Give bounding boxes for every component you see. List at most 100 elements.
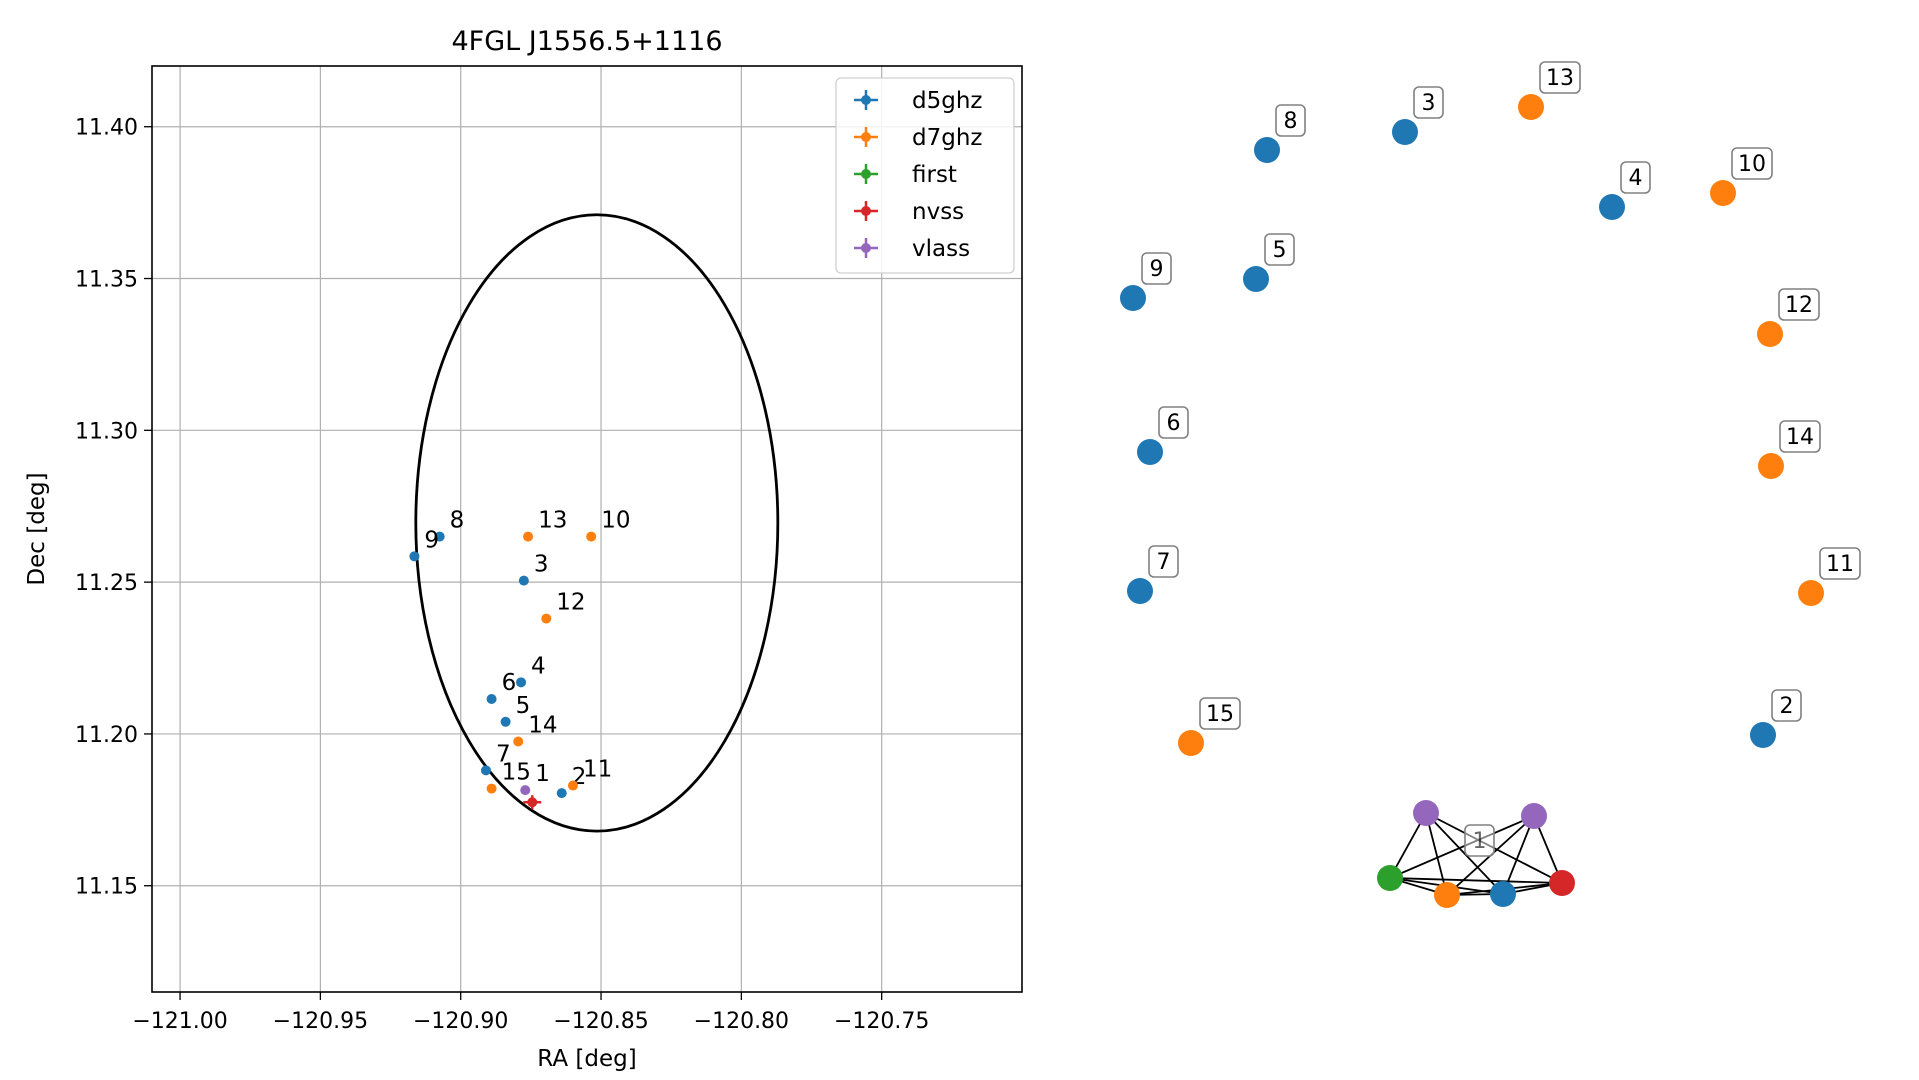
axis-ticks: −121.00 −120.95 −120.90 −120.85 −120.80 −120.… — [75, 116, 929, 1034]
data-point-d7ghz: 12 — [541, 590, 586, 624]
y-tick-label: 11.40 — [75, 116, 138, 141]
point-label: 10 — [601, 508, 630, 534]
x-tick-label: −120.75 — [834, 1009, 929, 1034]
point-label: 13 — [538, 508, 567, 534]
data-point-d5ghz: 7 — [480, 741, 511, 776]
network-node: 7 — [1127, 545, 1179, 604]
node-marker — [1757, 321, 1783, 347]
point-marker — [586, 531, 597, 542]
point-marker — [541, 613, 552, 624]
network-node: 9 — [1120, 252, 1172, 311]
point-marker — [520, 785, 531, 796]
node-marker — [1490, 881, 1516, 907]
data-point-d5ghz: 8 — [434, 508, 465, 542]
point-marker — [513, 736, 524, 747]
node-label-box — [1539, 61, 1581, 94]
point-marker — [409, 551, 420, 562]
node-marker — [1518, 94, 1544, 120]
node-marker — [1798, 580, 1824, 606]
legend-marker — [861, 206, 871, 216]
legend-label: d5ghz — [912, 88, 982, 114]
network-node: 6 — [1137, 406, 1189, 465]
network-node — [1413, 800, 1439, 826]
node-label-box — [1771, 689, 1802, 722]
node-marker — [1127, 578, 1153, 604]
node-label: 11 — [1826, 552, 1854, 577]
data-point-d5ghz: 3 — [518, 552, 548, 586]
legend-item-d7ghz: d7ghz — [854, 125, 982, 151]
data-point-d5ghz: 6 — [486, 670, 516, 705]
y-axis-label: Dec [deg] — [24, 472, 50, 585]
node-marker — [1599, 194, 1625, 220]
error-ellipse — [414, 213, 780, 833]
network-node — [1490, 881, 1516, 907]
x-tick-label: −120.85 — [553, 1009, 648, 1034]
legend-label: nvss — [912, 199, 964, 225]
y-tick-label: 11.20 — [75, 723, 138, 748]
legend-item-nvss: nvss — [854, 199, 964, 225]
node-label: 1 — [1473, 829, 1487, 854]
node-marker — [1392, 119, 1418, 145]
data-point-d7ghz: 14 — [513, 713, 558, 747]
network-node: 3 — [1392, 86, 1444, 145]
node-label-box — [1264, 233, 1295, 266]
network-node: 12 — [1757, 288, 1820, 347]
point-marker — [523, 531, 534, 542]
node-marker — [1254, 137, 1280, 163]
node-label: 9 — [1150, 257, 1164, 282]
legend-marker — [861, 243, 871, 253]
y-tick-label: 11.35 — [75, 268, 138, 293]
point-marker — [434, 531, 445, 542]
point-marker — [500, 716, 511, 727]
node-label: 6 — [1167, 411, 1181, 436]
x-tick-label: −121.00 — [132, 1009, 227, 1034]
node-label: 4 — [1629, 166, 1643, 191]
network-node: 4 — [1599, 161, 1651, 220]
point-marker — [527, 797, 538, 808]
network-node: 1 — [1464, 824, 1495, 857]
network-node: 2 — [1750, 689, 1802, 748]
network-node: 14 — [1758, 420, 1821, 479]
data-point-vlass: 1 — [520, 761, 550, 796]
point-label: 15 — [502, 760, 531, 786]
chart-title: 4FGL J1556.5+1116 — [451, 26, 722, 57]
network-edge — [1389, 815, 1535, 879]
point-marker — [518, 575, 529, 586]
point-label: 7 — [496, 741, 511, 767]
point-label: 5 — [516, 693, 531, 719]
point-label: 14 — [528, 713, 557, 739]
point-marker — [486, 783, 497, 794]
node-label-box — [1413, 86, 1444, 119]
point-label: 11 — [583, 757, 612, 783]
data-point-d5ghz: 5 — [500, 693, 531, 727]
y-tick-label: 11.15 — [75, 875, 138, 900]
data-point-d7ghz: 11 — [567, 757, 612, 791]
node-label-box — [1275, 104, 1306, 137]
network-node: 10 — [1710, 147, 1773, 206]
network-node: 5 — [1243, 233, 1295, 292]
node-label: 8 — [1284, 109, 1298, 134]
network-node: 11 — [1798, 547, 1861, 606]
node-label-box — [1620, 161, 1651, 194]
x-tick-label: −120.95 — [273, 1009, 368, 1034]
legend-frame — [835, 77, 1015, 274]
legend: d5ghz d7ghz first nvss vlass — [835, 77, 1015, 274]
node-label-box — [1731, 147, 1773, 180]
node-label-box — [1464, 824, 1495, 857]
point-label: 9 — [424, 527, 439, 553]
network-node — [1549, 870, 1575, 896]
node-label: 13 — [1546, 66, 1574, 91]
data-point-d7ghz: 13 — [523, 508, 567, 542]
node-label-box — [1158, 406, 1189, 439]
legend-item-first: first — [854, 162, 957, 188]
node-marker — [1377, 865, 1403, 891]
node-marker — [1243, 266, 1269, 292]
point-label: 8 — [450, 508, 465, 534]
point-label: 4 — [531, 653, 546, 679]
node-label: 2 — [1780, 694, 1794, 719]
y-tick-label: 11.25 — [75, 571, 138, 596]
legend-marker — [861, 132, 871, 142]
node-marker — [1178, 730, 1204, 756]
